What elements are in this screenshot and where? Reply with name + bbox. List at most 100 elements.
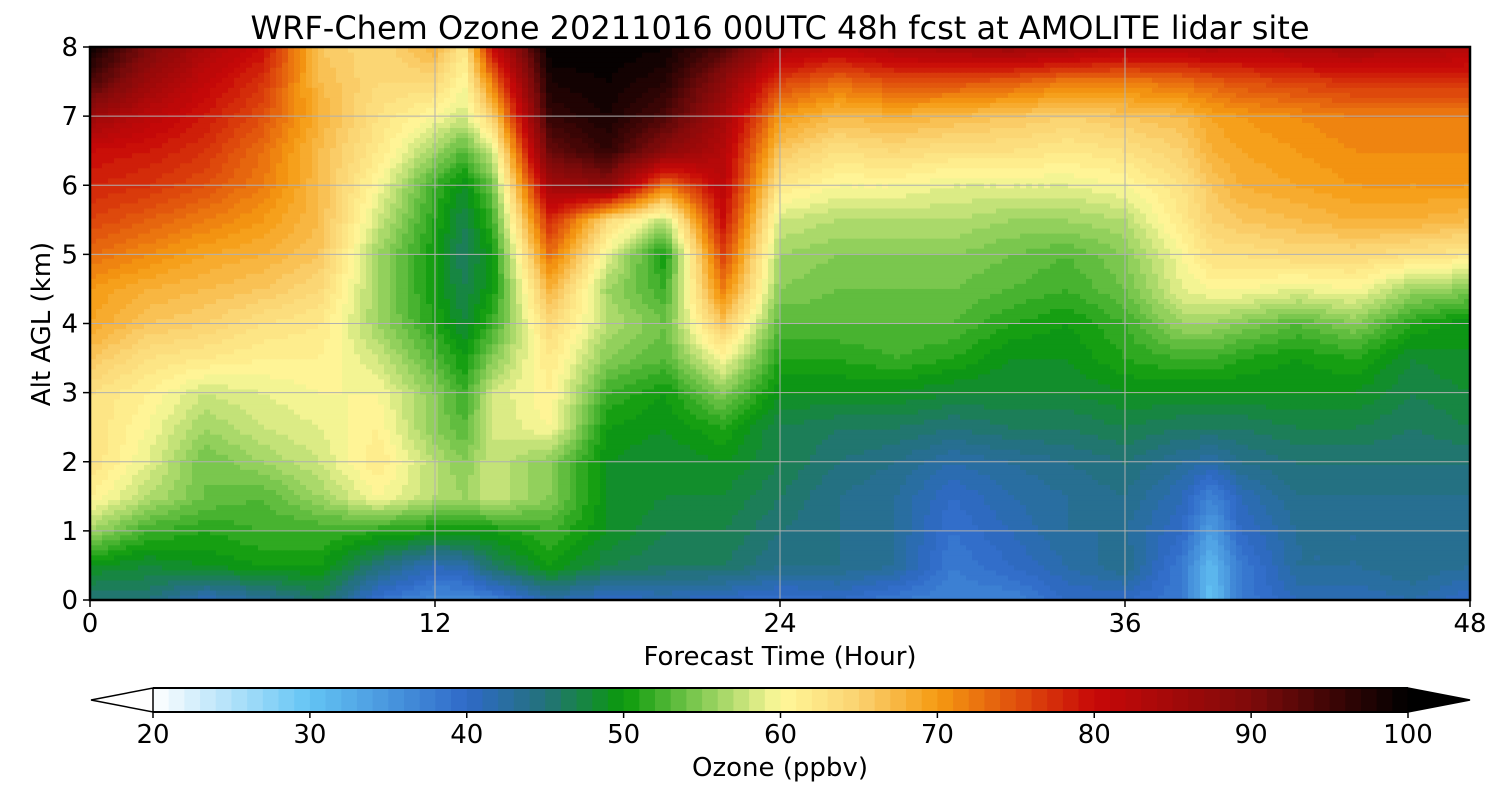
ozone-cell <box>834 504 841 510</box>
ozone-cell <box>1392 550 1399 556</box>
ozone-cell <box>1344 575 1351 581</box>
ozone-cell <box>510 525 517 531</box>
ozone-cell <box>1098 540 1105 546</box>
ozone-cell <box>762 575 769 581</box>
ozone-cell <box>1440 499 1447 505</box>
ozone-cell <box>342 520 349 526</box>
ozone-cell <box>1278 570 1285 576</box>
ozone-cell <box>1140 585 1147 591</box>
ozone-cell <box>858 535 865 541</box>
ozone-cell <box>618 580 625 586</box>
ozone-cell <box>948 585 955 591</box>
ozone-cell <box>1110 590 1117 596</box>
ozone-cell <box>1014 555 1021 561</box>
ozone-cell <box>1434 525 1441 531</box>
ozone-cell <box>216 494 223 500</box>
ozone-cell <box>222 570 229 576</box>
ozone-cell <box>444 510 451 516</box>
ozone-cell <box>1272 515 1279 521</box>
ozone-cell <box>1068 494 1075 500</box>
ozone-cell <box>1338 494 1345 500</box>
ozone-cell <box>906 565 913 571</box>
ozone-cell <box>1170 555 1177 561</box>
ozone-cell <box>594 585 601 591</box>
ozone-cell <box>828 489 835 495</box>
ozone-cell <box>522 550 529 556</box>
ozone-cell <box>942 560 949 566</box>
ozone-cell <box>1278 525 1285 531</box>
ozone-cell <box>1422 580 1429 586</box>
ozone-cell <box>1182 535 1189 541</box>
ozone-cell <box>1446 525 1453 531</box>
ozone-cell <box>1236 580 1243 586</box>
ozone-cell <box>510 494 517 500</box>
ozone-cell <box>1158 510 1165 516</box>
ozone-cell <box>606 570 613 576</box>
ozone-cell <box>684 535 691 541</box>
ozone-cell <box>1020 550 1027 556</box>
ozone-cell <box>336 540 343 546</box>
ozone-cell <box>354 535 361 541</box>
ozone-cell <box>126 590 133 596</box>
ozone-cell <box>1326 580 1333 586</box>
ozone-cell <box>1446 585 1453 591</box>
ozone-cell <box>1044 510 1051 516</box>
ozone-cell <box>876 550 883 556</box>
ozone-cell <box>1140 520 1147 526</box>
ozone-cell <box>1248 555 1255 561</box>
ozone-cell <box>660 560 667 566</box>
ozone-cell <box>726 535 733 541</box>
ozone-cell <box>132 550 139 556</box>
ozone-cell <box>762 590 769 596</box>
ozone-cell <box>378 535 385 541</box>
ozone-cell <box>1008 585 1015 591</box>
ozone-cell <box>126 525 133 531</box>
ozone-cell <box>792 565 799 571</box>
ozone-cell <box>414 570 421 576</box>
ozone-cell <box>1254 550 1261 556</box>
ozone-cell <box>924 525 931 531</box>
ozone-cell <box>330 525 337 531</box>
ozone-cell <box>522 570 529 576</box>
ozone-cell <box>546 565 553 571</box>
ozone-cell <box>198 535 205 541</box>
ozone-cell <box>1170 565 1177 571</box>
ozone-cell <box>504 590 511 596</box>
ozone-cell <box>1176 535 1183 541</box>
ozone-cell <box>378 555 385 561</box>
ozone-cell <box>1320 494 1327 500</box>
ozone-cell <box>684 510 691 516</box>
ozone-cell <box>978 555 985 561</box>
ozone-cell <box>636 525 643 531</box>
ozone-cell <box>138 489 145 495</box>
ozone-cell <box>672 520 679 526</box>
ozone-cell <box>1374 560 1381 566</box>
ozone-cell <box>1218 540 1225 546</box>
ozone-cell <box>942 565 949 571</box>
ozone-cell <box>510 555 517 561</box>
ozone-cell <box>984 575 991 581</box>
ozone-cell <box>804 494 811 500</box>
ozone-cell <box>816 590 823 596</box>
ozone-cell <box>630 590 637 596</box>
ozone-cell <box>1284 575 1291 581</box>
ozone-cell <box>1092 550 1099 556</box>
ozone-cell <box>1314 520 1321 526</box>
ozone-cell <box>156 590 163 596</box>
ozone-cell <box>1398 499 1405 505</box>
ozone-cell <box>1044 570 1051 576</box>
ozone-cell <box>654 494 661 500</box>
ozone-cell <box>1350 499 1357 505</box>
ozone-cell <box>762 585 769 591</box>
ozone-cell <box>234 535 241 541</box>
ozone-cell <box>228 570 235 576</box>
ozone-cell <box>1266 510 1273 516</box>
ozone-cell <box>504 489 511 495</box>
ozone-cell <box>666 515 673 521</box>
ozone-cell <box>1434 499 1441 505</box>
ozone-cell <box>1110 580 1117 586</box>
ozone-cell <box>462 494 469 500</box>
ozone-cell <box>1416 520 1423 526</box>
ozone-cell <box>120 499 127 505</box>
ozone-cell <box>972 494 979 500</box>
